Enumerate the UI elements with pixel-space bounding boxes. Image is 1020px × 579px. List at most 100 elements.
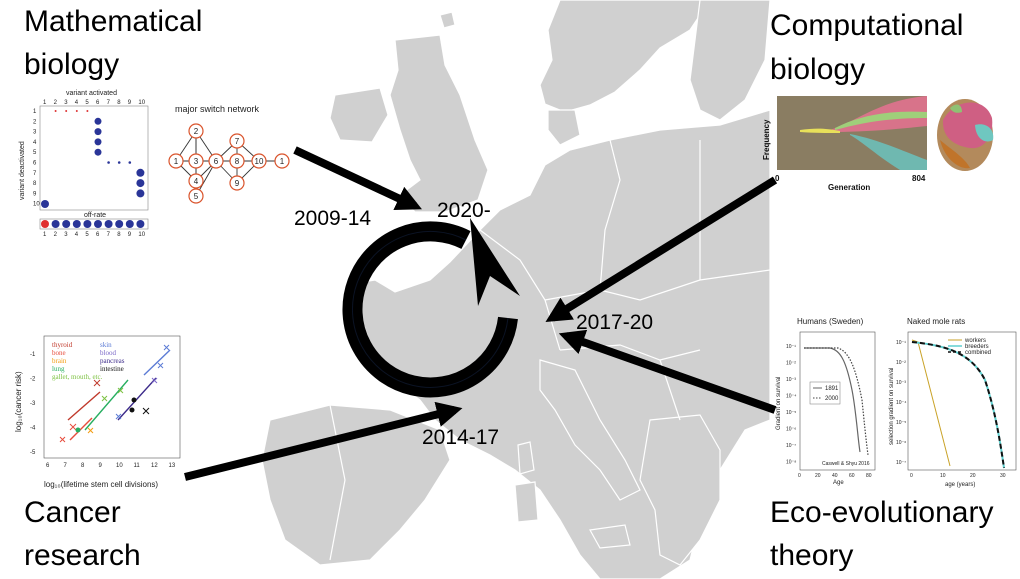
matrix-row-6: 6 [33,161,37,167]
matrix-dot [65,110,68,112]
cancer-xticks: 6 7 8 9 10 11 12 13 [46,463,176,469]
cancer-ytick: -2 [30,377,36,383]
matrix-dot [94,138,102,146]
svg-text:9: 9 [235,179,240,188]
offrate-label-9: 9 [128,232,132,238]
molerats-legend-workers: workers [964,338,986,344]
humans-ytick: 10⁻¹ [786,344,796,350]
offrate-label-6: 6 [96,232,100,238]
period-cancer: 2014-17 [422,426,499,449]
humans-title: Humans (Sweden) [797,317,864,326]
offrate-dot-4 [72,220,81,228]
svg-text:1: 1 [280,157,285,166]
cancer-markers [59,344,170,443]
title-math-2: biology [24,48,119,81]
matrix-top-label: variant activated [66,90,117,97]
cancer-legend-item: bone [52,349,66,357]
matrix-dots [41,110,145,208]
molerats-xlabel: age (years) [945,482,975,488]
matrix-dot [75,110,78,112]
molerats-ytick: 10⁻⁷ [896,460,906,466]
cancer-legend-item: brain [52,357,67,365]
humans-xtick: 80 [866,473,872,479]
humans-ylabel: Gradient on survival [776,377,782,430]
arrow-eco [558,329,777,414]
map-borders [329,139,771,561]
map-britain [389,34,489,213]
offrate-dot-1 [41,220,49,228]
network-node-4: 4 [188,173,204,189]
muller-panel: Frequency Generation 0 804 [762,96,994,192]
molerats-ytick: 10⁻⁶ [896,440,906,446]
humans-xtick: 20 [815,473,821,479]
period-math: 2009-14 [294,207,371,230]
humans-legend-1891: 1891 [825,386,839,392]
offrate-label-4: 4 [75,232,79,238]
cycle-arrowhead [470,218,520,306]
offrate-label-2: 2 [54,232,58,238]
cancer-xtick: 7 [64,463,68,469]
matrix-dot [94,148,102,156]
network-node-7: 7 [229,133,245,149]
offrate-label-7: 7 [107,232,111,238]
molerats-title: Naked mole rats [907,317,965,326]
matrix-row-3: 3 [33,130,37,136]
molerats-series-workers [911,339,951,467]
svg-text:6: 6 [214,157,219,166]
cancer-xtick: 10 [116,463,123,469]
humans-ytick: 10⁻⁴ [786,394,796,400]
muller-xlabel: Generation [828,183,870,192]
map-northeast [689,0,771,121]
muller-ylabel: Frequency [762,119,771,160]
arrows [184,146,778,481]
cancer-legend-item: lung [52,365,65,373]
humans-ytick: 10⁻⁶ [786,427,796,433]
map-ireland [329,87,389,143]
cancer-legend-item: blood [100,349,116,357]
matrix-dot [117,161,121,164]
offrate-label-3: 3 [64,232,68,238]
matrix-row-10: 10 [33,202,40,208]
matrix-row-7: 7 [33,171,37,177]
matrix-dot [128,161,132,164]
network-node-10: 10 [251,153,267,169]
molerats-xtick: 10 [940,473,946,479]
matrix-row-2: 2 [33,119,37,125]
offrate-dot-2 [51,220,60,228]
network-title: major switch network [175,104,260,114]
svg-text:2: 2 [194,127,199,136]
svg-text:3: 3 [194,157,199,166]
matrix-dot [136,168,145,177]
cancer-legend-item: gallet, mouth, etc. [52,373,103,381]
matrix-dot [107,161,110,164]
molerats-xtick: 0 [910,473,913,479]
period-comp-eco: 2017-20 [576,311,653,334]
cancer-xtick: 9 [99,463,103,469]
network-node-9: 9 [229,175,245,191]
cancer-yticks: -1 -2 -3 -4 -5 [30,352,36,456]
matrix-col-5: 5 [85,100,89,106]
humans-legend-2000: 2000 [825,396,839,402]
humans-annotation: Caswell & Shyu 2016 [822,461,870,467]
matrix-col-4: 4 [75,100,79,106]
muller-band-yellow [800,128,840,133]
title-math-1: Mathematical [24,5,202,38]
molerats-ylabel: selection gradient on survival [889,368,895,445]
humans-ytick: 10⁻⁸ [786,460,796,466]
matrix-dot [94,117,102,125]
humans-series-1891 [804,347,861,453]
cancer-ytick: -1 [30,352,36,358]
matrix-col-2: 2 [54,100,58,106]
matrix-row-labels: 1 2 3 4 5 6 7 8 9 10 [33,109,40,208]
cancer-xlabel: log₁₀(lifetime stem cell divisions) [44,480,158,489]
molerats-xtick: 20 [970,473,976,479]
matrix-dot [136,189,145,198]
title-cancer-1: Cancer [24,496,121,529]
cancer-legend-item: pancreas [100,357,125,365]
network-panel: major switch network 1 2 3 4 5 6 7 8 9 10 1 [168,104,290,204]
matrix-side-label: variant deactivated [19,141,26,200]
matrix-col-8: 8 [117,100,121,106]
svg-text:5: 5 [194,192,199,201]
matrix-col-labels: 1 2 3 4 5 6 7 8 9 10 [43,100,146,106]
